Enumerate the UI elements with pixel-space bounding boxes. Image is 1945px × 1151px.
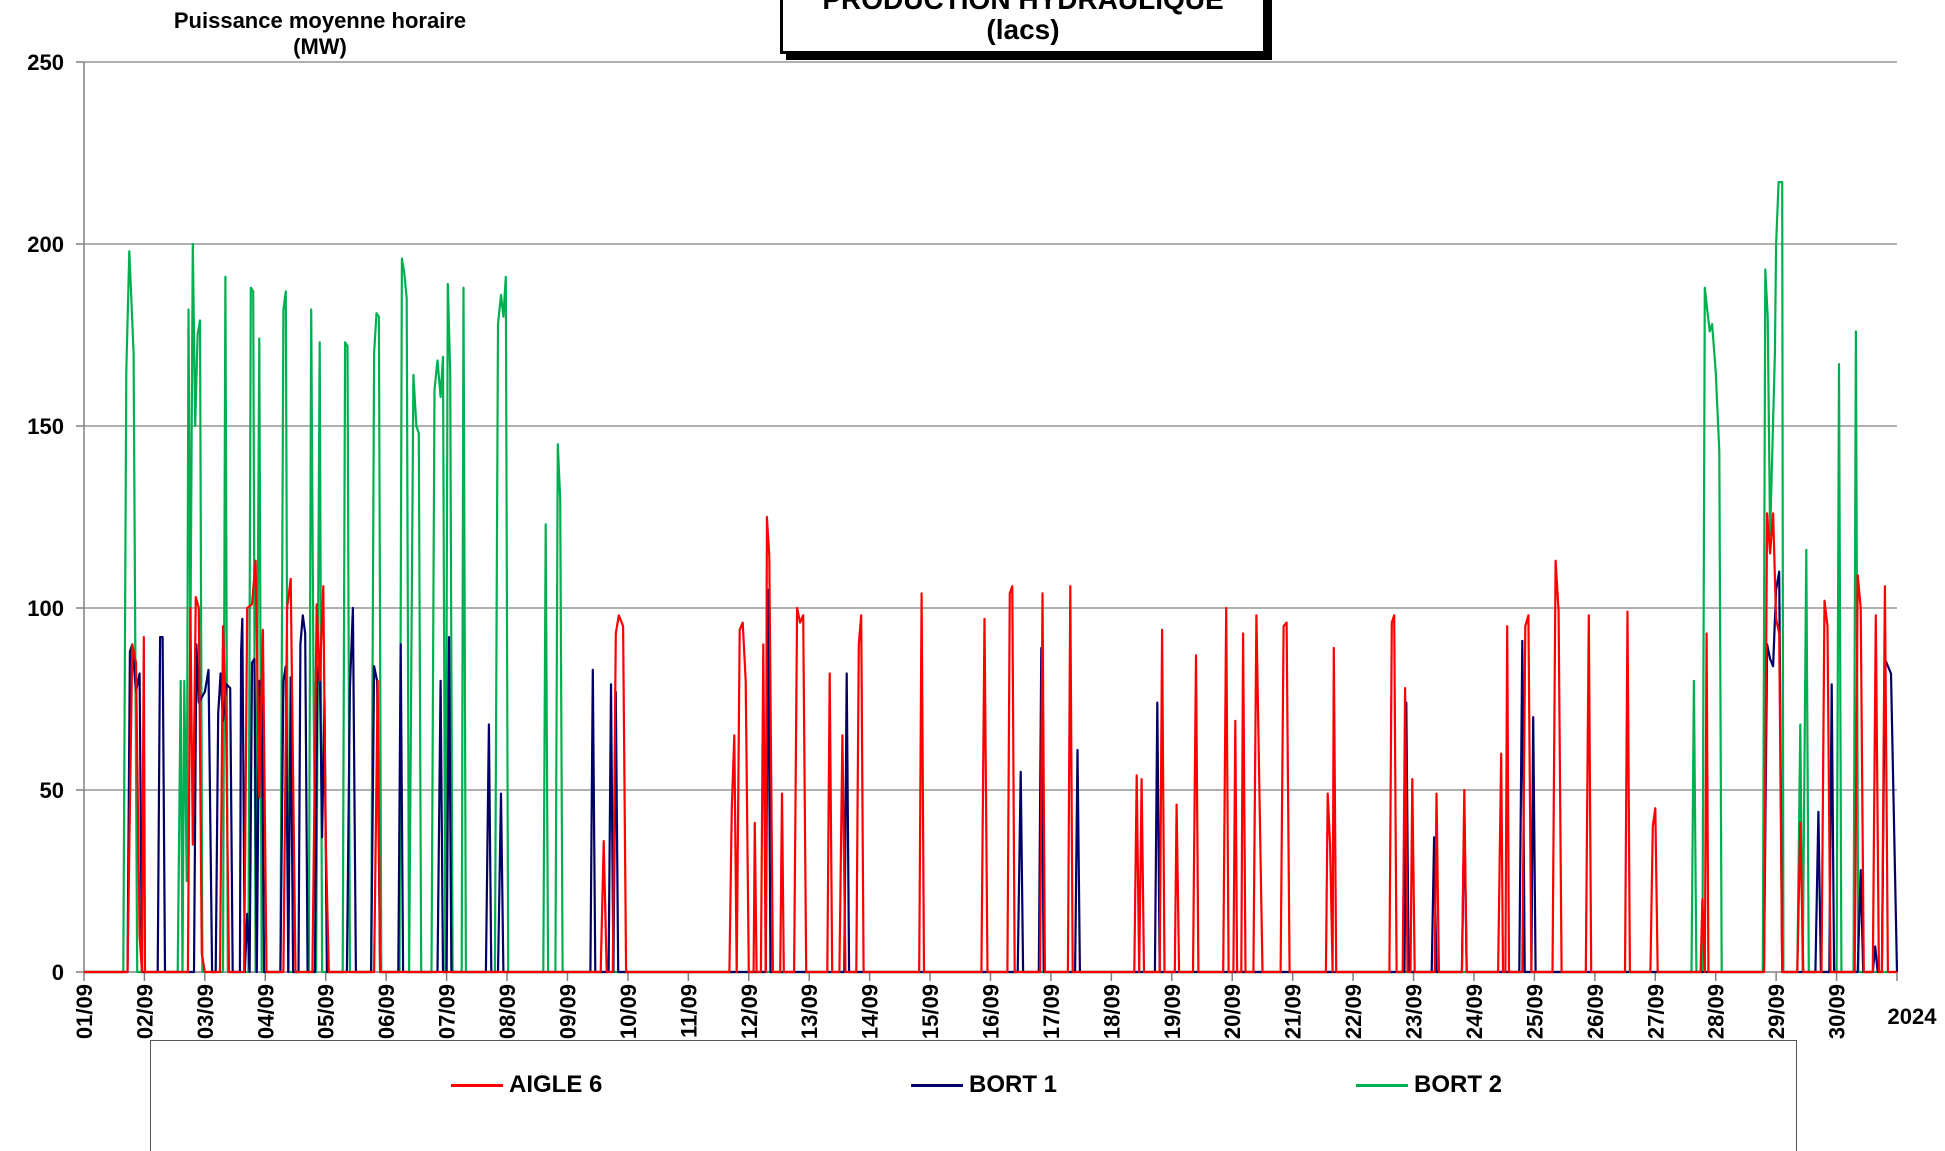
chart-title-line-1: PRODUCTION HYDRAULIQUE (783, 0, 1263, 15)
x-tick-label: 30/09 (1825, 984, 1850, 1039)
x-tick-label: 06/09 (374, 984, 399, 1039)
y-tick-label: 200 (27, 232, 64, 257)
x-tick-label: 13/09 (797, 984, 822, 1039)
y-tick-label: 250 (27, 50, 64, 75)
x-tick-label: 07/09 (435, 984, 460, 1039)
y-tick-label: 150 (27, 414, 64, 439)
x-tick-label: 04/09 (253, 984, 278, 1039)
x-tick-label: 16/09 (979, 984, 1004, 1039)
legend: AIGLE 6 BORT 1 BORT 2 (150, 1040, 1797, 1151)
x-tick-label: 11/09 (676, 984, 701, 1038)
legend-item-bort-1: BORT 1 (911, 1071, 1057, 1099)
y-axis-title-line-1: Puissance moyenne horaire (173, 8, 467, 33)
series-line-bort-2 (84, 181, 1897, 974)
x-tick-label: 10/09 (616, 984, 641, 1039)
x-tick-label: 03/09 (193, 984, 218, 1039)
x-tick-label: 20/09 (1220, 984, 1245, 1039)
x-tick-label: 19/09 (1160, 984, 1185, 1039)
gridlines (84, 61, 1897, 791)
x-tick-label: 22/09 (1341, 984, 1366, 1039)
x-tick-label: 12/09 (737, 984, 762, 1039)
y-tick-label: 50 (40, 778, 64, 803)
x-tick-label: 14/09 (858, 984, 883, 1039)
chart-title: PRODUCTION HYDRAULIQUE (lacs) (780, 0, 1266, 54)
legend-label-aigle-6: AIGLE 6 (509, 1071, 603, 1098)
series-lines (84, 181, 1899, 974)
chart-title-line-2: (lacs) (986, 14, 1060, 45)
legend-swatch-bort-2 (1356, 1083, 1408, 1087)
x-tick-label: 08/09 (495, 984, 520, 1039)
x-tick-label: 01/09 (72, 984, 97, 1039)
x-tick-label: 09/09 (555, 984, 580, 1039)
legend-item-bort-2: BORT 2 (1356, 1071, 1502, 1099)
tick-labels: 0 50 100 150 200 250 01/09 02/09 03/09 04/09 05/09… (27, 50, 1937, 1039)
legend-swatch-aigle-6 (451, 1083, 503, 1087)
legend-swatch-bort-1 (911, 1083, 963, 1087)
x-tick-label: 05/09 (314, 984, 339, 1039)
x-tick-label: 28/09 (1704, 984, 1729, 1039)
legend-label-bort-2: BORT 2 (1414, 1071, 1503, 1098)
y-axis-title-line-2: (MW) (293, 34, 347, 59)
x-tick-label: 25/09 (1522, 984, 1547, 1039)
x-tick-label: 18/09 (1099, 984, 1124, 1039)
y-axis-title: Puissance moyenne horaire (MW) (130, 8, 510, 60)
y-tick-label: 0 (52, 960, 64, 985)
x-tick-label: 21/09 (1281, 984, 1306, 1039)
year-label: 2024 (1888, 1004, 1938, 1029)
x-tick-label: 26/09 (1583, 984, 1608, 1039)
legend-item-aigle-6: AIGLE 6 (451, 1071, 602, 1099)
legend-label-bort-1: BORT 1 (969, 1071, 1058, 1098)
y-tick-label: 100 (27, 596, 64, 621)
x-tick-label: 29/09 (1764, 984, 1789, 1039)
x-tick-label: 27/09 (1643, 984, 1668, 1039)
x-tick-label: 24/09 (1462, 984, 1487, 1039)
series-line-aigle-6 (84, 512, 1897, 974)
x-tick-label: 15/09 (918, 984, 943, 1039)
x-tick-label: 17/09 (1039, 984, 1064, 1039)
x-tick-label: 23/09 (1402, 984, 1427, 1039)
x-tick-label: 02/09 (132, 984, 157, 1039)
